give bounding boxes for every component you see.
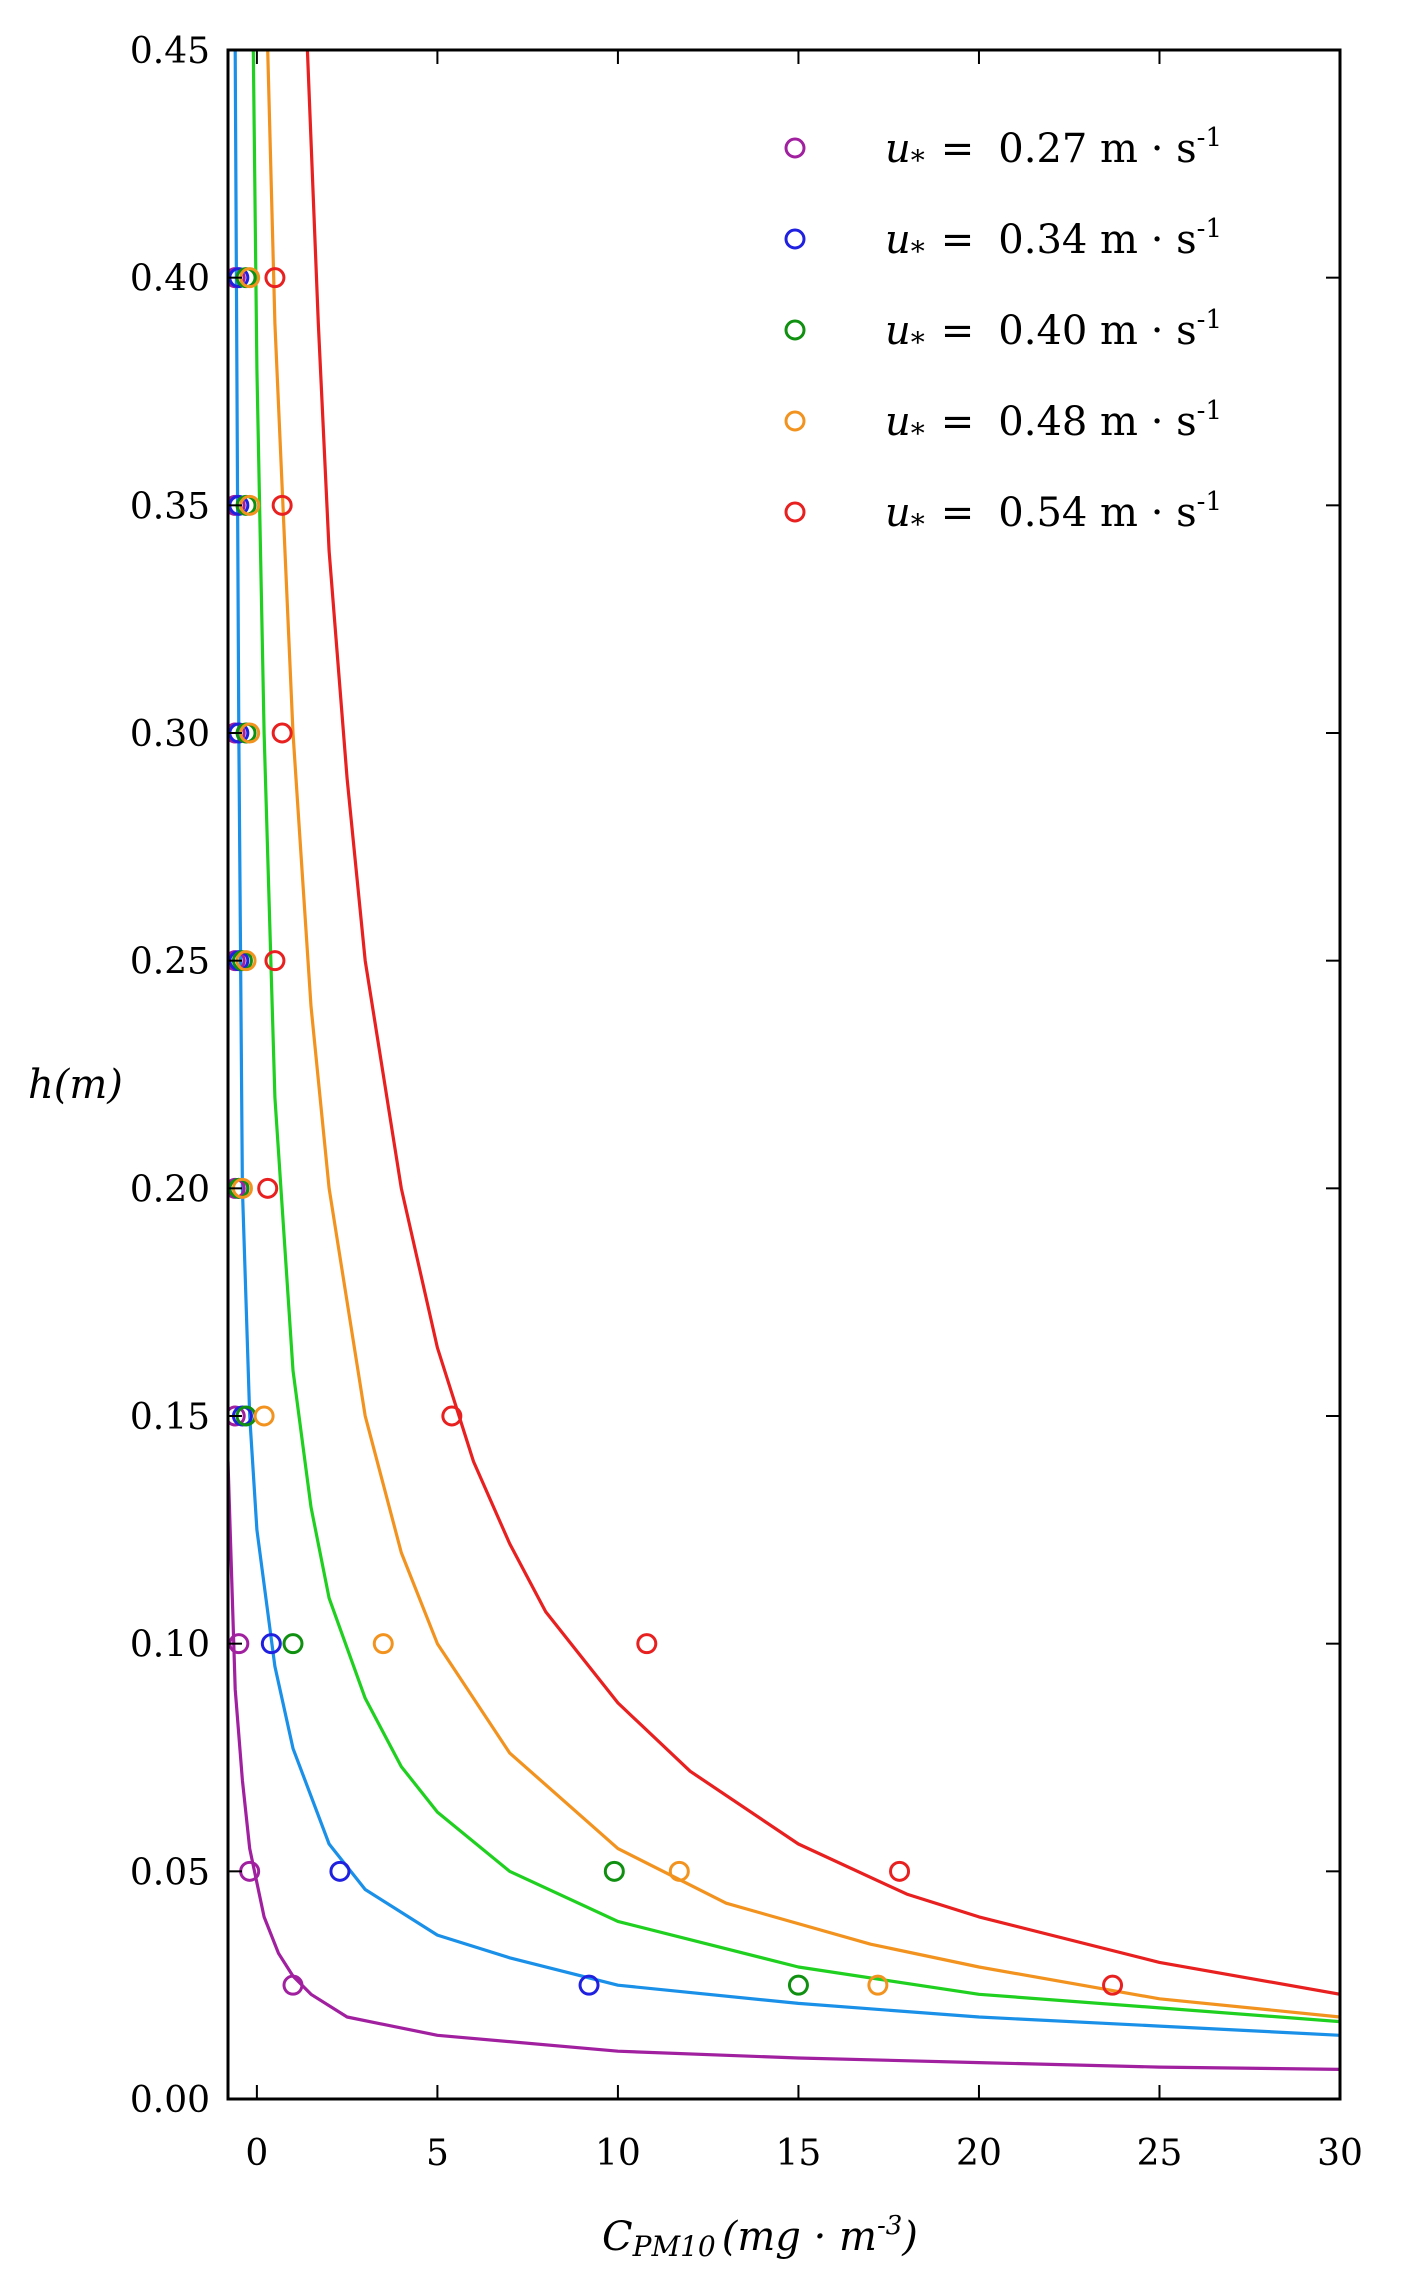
legend-label: u* = 0.34 m · s-1 — [885, 214, 1222, 268]
y-tick-label: 0.20 — [130, 1169, 210, 1210]
legend-marker — [784, 501, 806, 523]
y-tick-label: 0.45 — [130, 31, 210, 72]
series-5-point — [264, 950, 286, 972]
series-4-point — [372, 1633, 394, 1655]
legend: u* = 0.27 m · s-1 u* = 0.34 m · s-1 u* = 0.40 m … — [784, 123, 1222, 541]
y-tick-label: 0.15 — [130, 1397, 210, 1438]
series-2-point — [329, 1860, 351, 1882]
x-axis-title-unit: (mg · m — [722, 2214, 877, 2260]
series-4-point — [668, 1860, 690, 1882]
series-5-point — [257, 1177, 279, 1199]
x-axis-title-sub: PM10 — [632, 2230, 716, 2263]
point-layer — [228, 267, 1124, 1996]
series-5-curve — [305, 50, 1340, 1996]
x-tick-label: 30 — [1317, 2133, 1363, 2174]
y-tick-label: 0.40 — [130, 259, 210, 300]
x-tick-label: 20 — [956, 2133, 1002, 2174]
y-tick-label: 0.10 — [130, 1625, 210, 1666]
y-tick-label: 0.05 — [130, 1852, 210, 1893]
legend-label: u* = 0.27 m · s-1 — [885, 123, 1222, 177]
y-axis: 0.00 0.05 0.10 0.15 0.20 0.25 0.30 0.35 0.40 0.45 — [130, 31, 1340, 2121]
curve-layer — [228, 50, 1340, 2071]
series-3-point — [787, 1974, 809, 1996]
series-5-point — [271, 722, 293, 744]
y-axis-title: h(m) — [28, 1062, 123, 1108]
x-axis-title-close: ) — [901, 2214, 918, 2260]
x-tick-label: 25 — [1137, 2133, 1183, 2174]
plot-frame — [226, 48, 1342, 2101]
series-4-point — [867, 1974, 889, 1996]
legend-marker — [784, 228, 806, 250]
series-4-point — [253, 1405, 275, 1427]
series-5-point — [441, 1405, 463, 1427]
x-tick-label: 10 — [595, 2133, 641, 2174]
series-1-curve — [228, 1461, 1340, 2071]
legend-marker — [784, 319, 806, 341]
legend-marker — [784, 410, 806, 432]
y-tick-label: 0.35 — [130, 486, 210, 527]
legend-label: u* = 0.40 m · s-1 — [885, 305, 1222, 359]
series-5-point — [636, 1633, 658, 1655]
series-2-point — [260, 1633, 282, 1655]
series-2-point — [578, 1974, 600, 1996]
series-5-point — [271, 494, 293, 516]
x-axis-title-main: C — [602, 2214, 633, 2260]
x-tick-label: 5 — [426, 2133, 449, 2174]
y-tick-label: 0.25 — [130, 942, 210, 983]
x-axis: 0 5 10 15 20 25 30 — [245, 50, 1363, 2174]
series-5-point — [1102, 1974, 1124, 1996]
x-tick-label: 0 — [245, 2133, 268, 2174]
y-tick-label: 0.30 — [130, 714, 210, 755]
x-tick-label: 15 — [776, 2133, 822, 2174]
legend-label: u* = 0.54 m · s-1 — [885, 487, 1222, 541]
x-axis-title-exp: -3 — [877, 2211, 902, 2241]
x-axis-title: CPM10 (mg · m-3) — [602, 2211, 918, 2263]
series-3-point — [603, 1860, 625, 1882]
legend-marker — [784, 137, 806, 159]
series-5-point — [264, 267, 286, 289]
series-1-point — [228, 1405, 246, 1427]
series-1-point — [282, 1974, 304, 1996]
series-3-point — [282, 1633, 304, 1655]
y-tick-label: 0.00 — [130, 2080, 210, 2121]
series-5-point — [889, 1860, 911, 1882]
series-3-curve — [251, 50, 1340, 2024]
series-4-curve — [266, 50, 1340, 2019]
legend-label: u* = 0.48 m · s-1 — [885, 396, 1222, 450]
